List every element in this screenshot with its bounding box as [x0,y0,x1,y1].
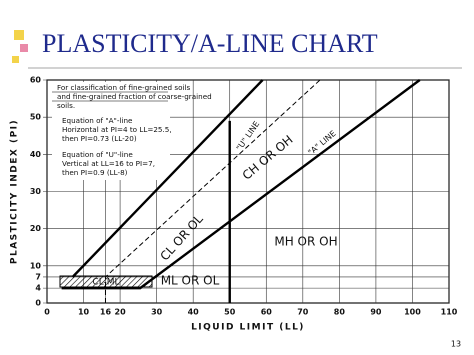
x-tick-label: 16 [100,308,112,317]
x-tick-label: 60 [261,308,273,317]
page-number: 13 [451,340,461,349]
x-axis-label: LIQUID LIMIT (LL) [191,323,305,333]
y-tick-label: 40 [30,150,42,159]
chart-line [61,79,421,290]
zone-label: MH OR OH [274,235,337,249]
chart-line [104,79,321,303]
decoration [20,44,28,52]
y-tick-label: 20 [30,224,42,233]
x-tick-label: 50 [224,308,236,317]
y-tick-label: 4 [35,284,41,293]
y-tick-label: 10 [30,261,42,270]
note-box [52,82,170,180]
note-text: For classification of fine-grained soils [57,83,190,92]
zone-label: ML OR OL [161,274,220,288]
x-tick-label: 0 [44,308,50,317]
x-tick-label: 10 [78,308,90,317]
y-tick-label: 50 [30,113,42,122]
y-tick-label: 60 [30,76,42,85]
x-tick-label: 90 [370,308,382,317]
x-tick-label: 80 [334,308,346,317]
note-text: Equation of "U"-line [62,150,133,159]
y-tick-label: 7 [35,272,41,281]
note-text: then PI=0.73 (LL-20) [62,134,137,143]
note-text: Vertical at LL=16 to PI=7, [62,159,155,168]
note-text: Equation of "A"-line [62,116,133,125]
x-tick-label: 100 [404,308,421,317]
x-tick-label: 20 [115,308,127,317]
note-text: then PI=0.9 (LL-8) [62,168,128,177]
zone-label: CL-ML [92,278,119,288]
y-tick-label: 0 [35,299,41,308]
chart-line [71,79,264,278]
x-tick-label: 70 [297,308,309,317]
note-text: Horizontal at PI=4 to LL=25.5, [62,125,172,134]
y-axis-label: PLASTICITY INDEX (PI) [10,119,20,264]
x-tick-label: 40 [188,308,200,317]
x-tick-label: 30 [151,308,163,317]
y-tick-label: 30 [30,187,42,196]
decoration [14,30,24,40]
x-tick-label: 110 [441,308,458,317]
chart-title: PLASTICITY/A-LINE CHART [42,29,378,58]
note-text: soils. [57,101,75,110]
note-text: and fine-grained fraction of coarse-grai… [57,92,212,101]
decoration [12,56,19,63]
